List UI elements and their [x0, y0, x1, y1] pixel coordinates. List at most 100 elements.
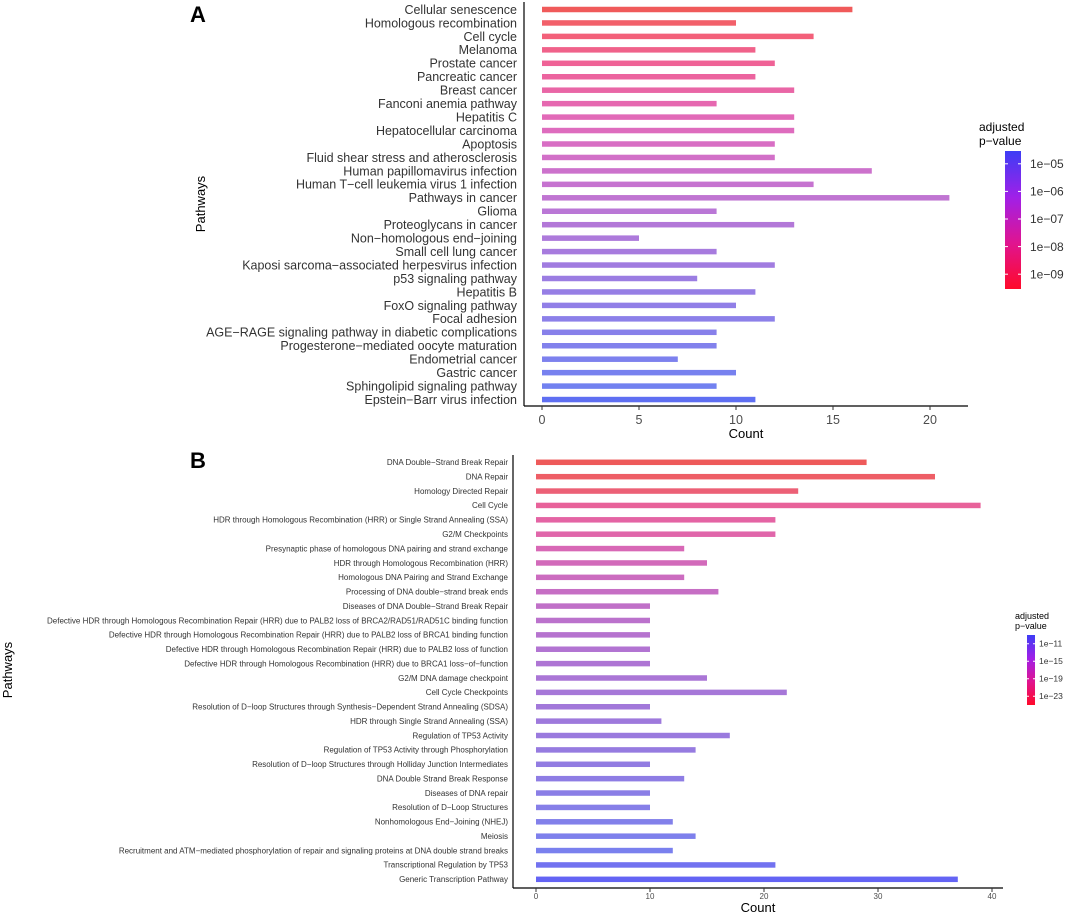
panel-a-bar-non-homologous-end-joining — [542, 235, 639, 241]
panel-b-bar-resolution-of-d-loop-structures — [536, 804, 650, 811]
panel-b-bar-cell-cycle-checkpoints — [536, 689, 787, 696]
panel-b-category-label: HDR through Homologous Recombination (HR… — [334, 559, 509, 568]
panel-a-category-label: Breast cancer — [440, 84, 517, 98]
panel-b-x-tick-label: 20 — [760, 892, 769, 901]
panel-a-category-label: Endometrial cancer — [409, 353, 517, 367]
panel-a-bar-proteoglycans-in-cancer — [542, 221, 795, 228]
panel-b-bar-meiosis — [536, 833, 696, 839]
panel-b-x-tick-label: 30 — [874, 892, 883, 901]
panel-b-bar-regulation-of-tp53-activity-through-phosphorylation — [536, 747, 696, 753]
panel-b-category-label: Diseases of DNA repair — [425, 789, 508, 798]
panel-a-bar-prostate-cancer — [542, 60, 775, 67]
panel-a-bar-kaposi-sarcoma-associated-herpesvirus-infection — [542, 262, 775, 268]
panel-b-category-label: Defective HDR through Homologous Recombi… — [184, 659, 508, 668]
panel-a-x-tick-label: 0 — [539, 413, 546, 427]
panel-a-legend-title-line1: adjusted — [979, 120, 1024, 134]
panel-b-category-label: Diseases of DNA Double−Strand Break Repa… — [343, 602, 509, 611]
panel-b-legend-tick-label: 1e−23 — [1039, 691, 1063, 701]
panel-a-legend-tick-label: 1e−05 — [1030, 157, 1064, 171]
panel-a-bar-glioma — [542, 208, 717, 214]
panel-b-y-axis-title: Pathways — [0, 641, 15, 698]
panel-a-bar-human-papillomavirus-infection — [542, 168, 872, 174]
panel-b-x-tick-label: 0 — [534, 892, 539, 901]
panel-b-category-label: Defective HDR through Homologous Recombi… — [47, 616, 508, 625]
panel-b-category-labels: DNA Double−Strand Break Repair DNA Repair… — [47, 458, 509, 884]
panel-b-bars — [536, 459, 981, 883]
panel-a-bar-hepatitis-c — [542, 114, 795, 120]
panel-a-category-label: Prostate cancer — [429, 57, 517, 71]
panel-a-bar-epstein-barr-virus-infection — [542, 396, 756, 403]
panel-a-category-label: Focal adhesion — [432, 312, 517, 326]
panel-b-bar-transcriptional-regulation-by-tp53 — [536, 862, 776, 868]
panel-a-bar-melanoma — [542, 47, 756, 53]
panel-b-category-label: Processing of DNA double−strand break en… — [346, 588, 508, 597]
panel-a-legend-tick-label: 1e−07 — [1030, 212, 1064, 226]
panel-b-bar-resolution-of-d-loop-structures-through-holliday-junction-intermediates — [536, 761, 650, 768]
panel-a-category-label: Hepatocellular carcinoma — [376, 124, 517, 138]
panel-a-bar-human-t-cell-leukemia-virus-1-infection — [542, 181, 814, 188]
panel-b-category-label: G2/M DNA damage checkpoint — [398, 674, 509, 683]
panel-a-category-label: Glioma — [477, 205, 517, 219]
panel-b-category-label: DNA Double−Strand Break Repair — [387, 458, 509, 467]
panel-b-category-label: Resolution of D−loop Structures through … — [192, 703, 508, 712]
panel-b-bar-hdr-through-single-strand-annealing-ssa — [536, 718, 662, 724]
panel-a-legend-title-line2: p−value — [979, 134, 1022, 148]
panel-a-bar-p53-signaling-pathway — [542, 275, 698, 282]
panel-a-category-label: AGE−RAGE signaling pathway in diabetic c… — [206, 326, 517, 340]
panel-b-bar-generic-transcription-pathway — [536, 876, 958, 883]
panel-b-bar-homologous-dna-pairing-and-strand-exchange — [536, 574, 685, 581]
panel-b-category-label: Resolution of D−Loop Structures — [392, 803, 508, 812]
panel-a-category-label: Kaposi sarcoma−associated herpesvirus in… — [242, 258, 517, 272]
panel-b-category-label: HDR through Homologous Recombination (HR… — [213, 516, 508, 525]
panel-a-category-label: Sphingolipid signaling pathway — [346, 379, 518, 393]
panel-a-category-label: Pathways in cancer — [409, 191, 517, 205]
panel-a-category-label: Cellular senescence — [404, 3, 517, 17]
panel-a-legend-colorbar — [1005, 151, 1021, 289]
panel-b-bar-defective-hdr-through-homologous-recombination-repair-hrr-due-to-palb2-loss-of-function — [536, 646, 650, 652]
panel-b-x-tick-label: 10 — [646, 892, 655, 901]
panel-b-legend-title-line2: p−value — [1015, 621, 1047, 631]
panel-b-bar-recruitment-and-atm-mediated-phosphorylation-of-repair-and-signaling-proteins-at-dna-double-strand-breaks — [536, 847, 673, 854]
panel-b-legend-tick-label: 1e−19 — [1039, 674, 1063, 684]
panel-a-category-label: Cell cycle — [464, 30, 518, 44]
panel-a-bar-age-rage-signaling-pathway-in-diabetic-complications — [542, 329, 717, 336]
panel-a-x-tick-label: 10 — [729, 413, 743, 427]
panel-b-bar-processing-of-dna-double-strand-break-ends — [536, 588, 719, 595]
panel-b-category-label: Nonhomologous End−Joining (NHEJ) — [375, 818, 509, 827]
panel-b-legend-title-line1: adjusted — [1015, 611, 1049, 621]
panel-a-bar-endometrial-cancer — [542, 356, 678, 362]
panel-b-x-ticks: 0 10 20 30 40 — [534, 888, 997, 901]
panel-a-bars — [542, 6, 950, 403]
panel-a-bar-foxo-signaling-pathway — [542, 302, 736, 309]
panel-a-category-label: Gastric cancer — [436, 366, 517, 380]
panel-a-legend-tick-label: 1e−08 — [1030, 240, 1064, 254]
panel-b-letter: B — [190, 448, 206, 473]
panel-b-x-axis-title: Count — [741, 900, 776, 915]
panel-b-category-label: Cell Cycle — [472, 501, 509, 510]
panel-a-bar-gastric-cancer — [542, 369, 736, 376]
panel-a-x-axis-title: Count — [729, 426, 764, 441]
panel-a-category-label: Hepatitis C — [456, 110, 517, 124]
panel-b-bar-g2-m-dna-damage-checkpoint — [536, 675, 707, 681]
panel-a-category-label: FoxO signaling pathway — [384, 299, 518, 313]
panel-a-category-label: Progesterone−mediated oocyte maturation — [280, 339, 517, 353]
panel-a-y-axis-title: Pathways — [193, 175, 208, 232]
panel-b-legend: adjusted p−value 1e−11 1e−15 1e−19 1e−23 — [1015, 611, 1063, 705]
panel-a-x-tick-label: 20 — [923, 413, 937, 427]
panel-b-category-label: Meiosis — [481, 832, 508, 841]
panel-a-bar-sphingolipid-signaling-pathway — [542, 383, 717, 389]
panel-a-bar-cellular-senescence — [542, 6, 853, 13]
panel-b-bar-homology-directed-repair — [536, 488, 799, 494]
panel-a-bar-focal-adhesion — [542, 316, 775, 322]
panel-b-category-label: DNA Repair — [466, 472, 509, 481]
panel-a-bar-breast-cancer — [542, 87, 795, 93]
panel-b-category-label: Resolution of D−loop Structures through … — [252, 760, 508, 769]
panel-b-category-label: Regulation of TP53 Activity through Phos… — [324, 746, 508, 755]
panel-a-bar-pathways-in-cancer — [542, 195, 950, 201]
panel-a-category-label: Non−homologous end−joining — [351, 232, 517, 246]
panel-a-bar-homologous-recombination — [542, 20, 736, 26]
panel-b-category-label: Transcriptional Regulation by TP53 — [383, 861, 508, 870]
panel-a-category-label: Fluid shear stress and atherosclerosis — [306, 151, 517, 165]
